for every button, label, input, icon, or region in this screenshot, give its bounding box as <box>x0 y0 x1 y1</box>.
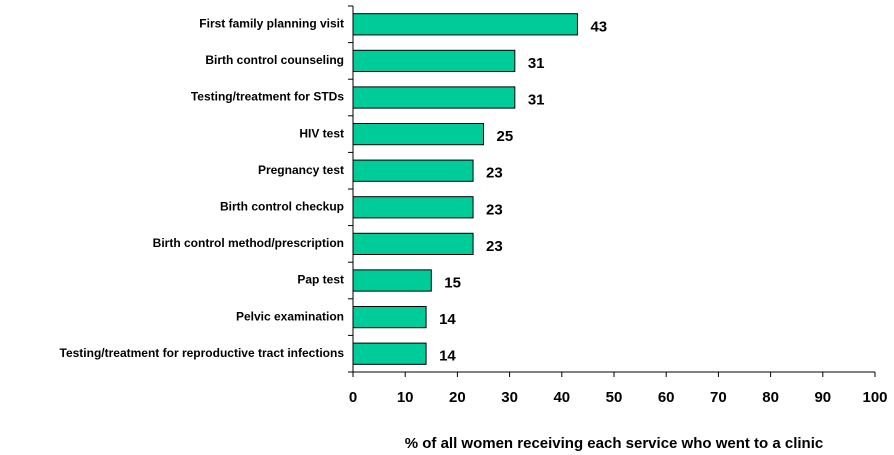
bar <box>352 196 474 219</box>
x-tick-label: 20 <box>449 389 466 406</box>
bar <box>352 86 516 109</box>
value-label: 14 <box>439 311 456 328</box>
bar <box>352 49 516 73</box>
y-tick-label: Testing/treatment for reproductive tract… <box>60 346 345 360</box>
x-tick-label: 30 <box>501 389 518 406</box>
value-label: 23 <box>486 238 503 255</box>
x-tick-label: 40 <box>553 389 570 406</box>
bar <box>352 232 474 256</box>
y-tick-label: Pelvic examination <box>236 309 344 323</box>
x-tick-label: 10 <box>397 389 414 406</box>
y-tick-label: Testing/treatment for STDs <box>191 90 344 104</box>
x-tick-label: 0 <box>349 389 357 406</box>
x-tick-label: 50 <box>606 389 623 406</box>
bar <box>352 13 578 36</box>
bar <box>352 269 432 292</box>
y-tick-label: Birth control checkup <box>220 199 344 213</box>
x-tick-label: 80 <box>762 389 779 406</box>
bar <box>352 122 484 146</box>
value-label: 31 <box>528 55 545 72</box>
y-tick-label: HIV test <box>299 126 344 140</box>
value-label: 23 <box>486 165 503 182</box>
x-tick-label: 100 <box>862 389 887 406</box>
y-tick-label: Birth control method/prescription <box>153 236 344 250</box>
bar <box>352 342 427 365</box>
y-tick-label: Birth control counseling <box>205 53 344 67</box>
value-label: 14 <box>439 348 456 365</box>
x-tick-label: 70 <box>710 389 727 406</box>
bar <box>352 305 427 329</box>
x-axis-label: % of all women receiving each service wh… <box>405 435 823 452</box>
bar <box>352 159 474 182</box>
y-tick-label: Pregnancy test <box>258 163 344 177</box>
value-label: 43 <box>590 18 607 35</box>
value-label: 23 <box>486 201 503 218</box>
x-tick-label: 60 <box>658 389 675 406</box>
value-label: 31 <box>528 91 545 108</box>
x-tick-label: 90 <box>814 389 831 406</box>
value-label: 15 <box>444 274 461 291</box>
y-tick-label: First family planning visit <box>199 16 344 30</box>
value-label: 25 <box>497 128 514 145</box>
y-tick-label: Pap test <box>297 273 344 287</box>
